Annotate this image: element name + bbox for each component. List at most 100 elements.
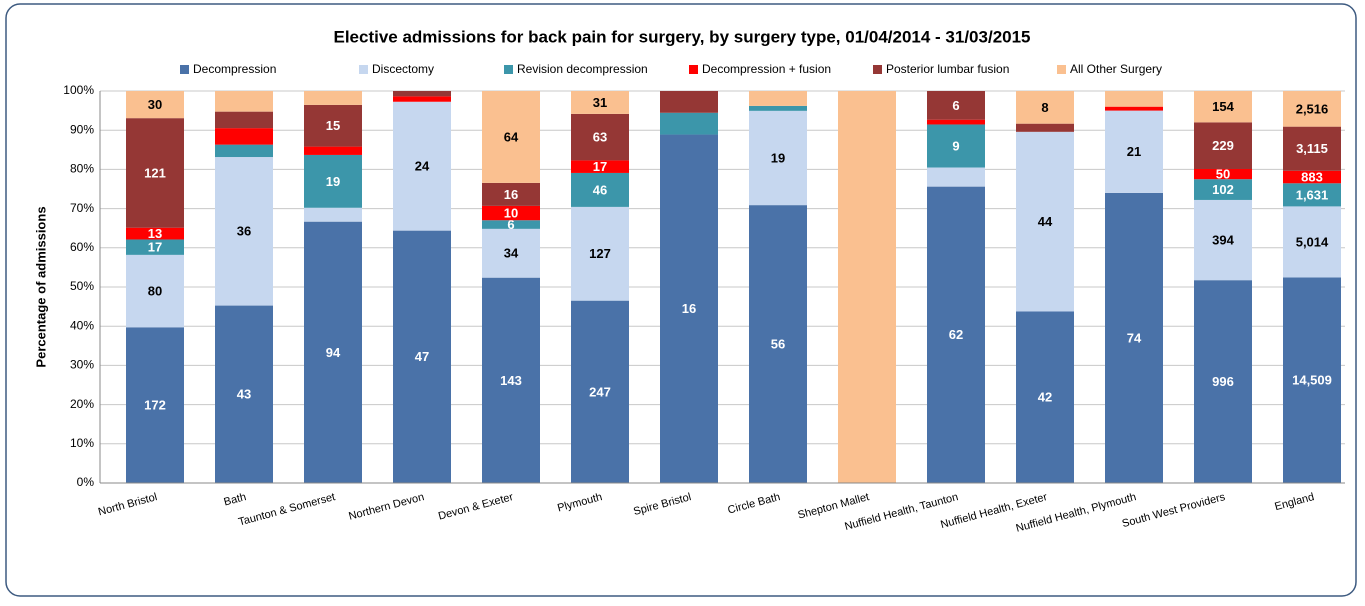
legend-label: All Other Surgery [1070,62,1162,76]
data-label: 143 [500,373,522,388]
legend-label: Revision decompression [517,62,648,76]
bar-segment [1105,91,1163,107]
bar-segment [215,144,273,158]
bar-segment [1283,277,1341,483]
bar-segment [749,205,807,483]
legend-swatch [359,65,368,74]
bar-segment [126,327,184,483]
bar-segment [1016,123,1074,132]
bar-segment [126,239,184,255]
legend-swatch [873,65,882,74]
data-label: 94 [326,345,341,360]
y-axis-label: Percentage of admissions [33,206,48,367]
data-label: 6 [507,217,514,232]
y-tick-label: 50% [70,279,94,293]
bar-segment [126,227,184,240]
bar-segment [1194,91,1252,123]
bar-segment [215,305,273,483]
legend-swatch [689,65,698,74]
bar-segment [215,91,273,112]
data-label: 1,631 [1296,187,1329,202]
legend-label: Decompression + fusion [702,62,831,76]
bar-segment [1283,91,1341,127]
data-label: 16 [504,187,518,202]
bar-segment [1105,192,1163,484]
y-tick-label: 80% [70,162,94,176]
legend-swatch [1057,65,1066,74]
bar-segment [393,96,451,102]
bar-segment [749,105,807,111]
bar-segment [571,113,629,161]
data-label: 17 [593,159,607,174]
data-label: 44 [1038,214,1053,229]
y-tick-label: 40% [70,318,94,332]
bar-segment [927,119,985,125]
bar-segment [304,154,362,208]
bar-segment [393,101,451,231]
data-label: 229 [1212,138,1234,153]
bar-segment [1283,206,1341,278]
data-label: 64 [504,129,519,144]
bar-segment [660,112,718,135]
bar-segment [482,91,540,183]
data-label: 6 [952,98,959,113]
data-label: 19 [771,150,785,165]
data-label: 247 [589,384,611,399]
bar-segment [749,110,807,206]
bar-segment [482,182,540,206]
data-label: 5,014 [1296,234,1329,249]
data-label: 24 [415,159,430,174]
data-label: 43 [237,387,251,402]
data-label: 74 [1127,330,1142,345]
bar-segment [660,134,718,484]
data-label: 63 [593,130,607,145]
legend-label: Posterior lumbar fusion [886,62,1009,76]
data-label: 996 [1212,374,1234,389]
bar-segment [571,160,629,173]
bar-segment [126,118,184,228]
y-tick-label: 70% [70,201,94,215]
data-label: 56 [771,337,785,352]
bar-segment [304,104,362,147]
bar-segment [215,111,273,129]
data-label: 16 [682,301,696,316]
bar-segment [126,254,184,328]
bar-segment [1283,170,1341,184]
legend-swatch [180,65,189,74]
data-label: 3,115 [1296,141,1328,156]
data-label: 13 [148,226,162,241]
legend-label: Decompression [193,62,276,76]
bar-segment [1283,183,1341,207]
y-tick-label: 90% [70,122,94,136]
data-label: 42 [1038,390,1052,405]
data-label: 394 [1212,232,1234,247]
legend-swatch [504,65,513,74]
data-label: 127 [589,246,611,261]
bar-segment [571,206,629,301]
data-label: 2,516 [1296,101,1329,116]
bar-segment [571,300,629,483]
y-tick-label: 0% [77,475,95,489]
bar-segment [1194,179,1252,200]
y-tick-label: 60% [70,240,94,254]
y-tick-label: 30% [70,358,94,372]
bar-segment [393,230,451,483]
data-label: 34 [504,246,519,261]
bar-segment [927,124,985,168]
bar-segment [1194,122,1252,169]
bar-segment [304,91,362,105]
data-label: 31 [593,95,607,110]
bar-segment [1016,91,1074,124]
data-label: 10 [504,205,518,220]
bar-segment [571,91,629,114]
bar-segment [1194,199,1252,281]
y-tick-label: 100% [63,83,94,97]
data-label: 172 [144,398,166,413]
x-tick-label: Bath [223,491,248,508]
data-label: 80 [148,284,162,299]
data-label: 8 [1041,100,1048,115]
bar-segment [1194,280,1252,483]
data-label: 121 [144,165,166,180]
bar-segment [482,228,540,278]
bar-segment [1016,311,1074,483]
